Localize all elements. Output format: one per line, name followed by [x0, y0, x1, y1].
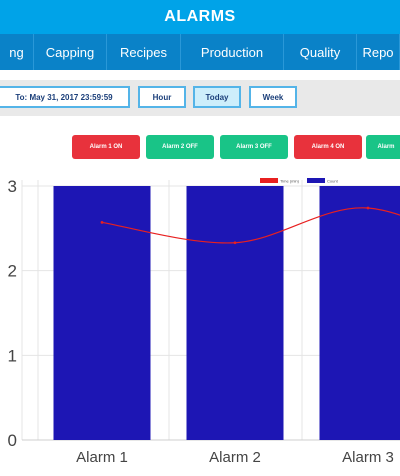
- legend-swatch: [307, 178, 325, 183]
- y-tick-label: 0: [8, 431, 17, 450]
- legend-label: Count: [327, 179, 339, 184]
- legend-swatch: [260, 178, 278, 183]
- time-point: [366, 206, 370, 210]
- bar-alarm-1: [53, 186, 151, 440]
- hour-button[interactable]: Hour: [138, 86, 186, 108]
- nav-item-repo[interactable]: Repo: [357, 34, 400, 70]
- alarm-4-status-button[interactable]: Alarm 4 ON: [294, 135, 362, 159]
- date-filter-bar: To: May 31, 2017 23:59:59 Hour Today Wee…: [0, 80, 400, 116]
- page-title: ALARMS: [0, 0, 400, 34]
- alarm-2-status-button[interactable]: Alarm 2 OFF: [146, 135, 214, 159]
- legend-label: Time (min): [280, 179, 300, 184]
- x-tick-label: Alarm 1: [76, 449, 128, 466]
- alarm-5-status-button[interactable]: Alarm: [366, 135, 400, 159]
- nav-item-capping[interactable]: Capping: [34, 34, 107, 70]
- x-tick-label: Alarm 2: [209, 449, 261, 466]
- to-date-field[interactable]: To: May 31, 2017 23:59:59: [0, 86, 130, 108]
- alarm-3-status-button[interactable]: Alarm 3 OFF: [220, 135, 288, 159]
- nav-item-quality[interactable]: Quality: [284, 34, 357, 70]
- main-nav: ng Capping Recipes Production Quality Repo: [0, 34, 400, 70]
- y-tick-label: 2: [8, 262, 17, 281]
- nav-item-recipes[interactable]: Recipes: [107, 34, 181, 70]
- x-tick-label: Alarm 3: [342, 449, 394, 466]
- nav-item-production[interactable]: Production: [181, 34, 284, 70]
- time-point: [233, 241, 237, 245]
- today-button[interactable]: Today: [193, 86, 241, 108]
- time-line-series: [101, 207, 400, 244]
- bar-alarm-2: [186, 186, 284, 440]
- bar-alarm-3: [319, 186, 400, 440]
- y-tick-label: 1: [8, 346, 17, 365]
- nav-item-ng[interactable]: ng: [0, 34, 34, 70]
- week-button[interactable]: Week: [249, 86, 297, 108]
- y-tick-label: 3: [8, 177, 17, 196]
- alarm-1-status-button[interactable]: Alarm 1 ON: [72, 135, 140, 159]
- time-point: [100, 221, 104, 224]
